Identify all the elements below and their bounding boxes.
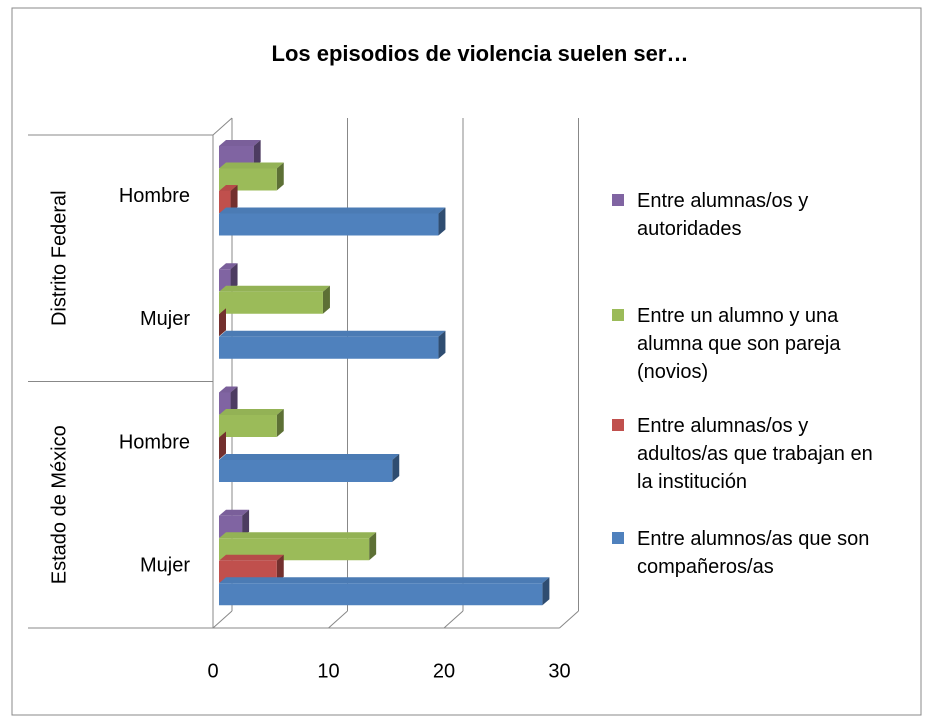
bar-top [219,577,550,584]
bar-side [392,454,400,482]
bar-top [219,263,238,270]
bar-front [219,583,543,606]
bar-side [230,263,238,292]
bar-top [219,330,446,337]
bar-side [542,577,550,606]
bar [219,185,238,213]
legend-swatch [612,194,624,206]
bar-top [219,162,284,169]
bar-front [219,213,439,236]
legend-label: Entre un alumno y una alumna que son par… [637,305,841,383]
bar-front [219,392,231,415]
y-tick-label: Mujer [140,308,190,330]
legend-item: Entre alumnas/os y adultos/as que trabaj… [612,412,902,496]
bar-top [219,140,261,146]
legend-label: Entre alumnas/os y autoridades [637,190,809,240]
group-label: Distrito Federal [48,190,70,326]
bar-side [276,162,284,191]
x-tick-label: 10 [317,660,339,682]
legend-label: Entre alumnas/os y adultos/as que trabaj… [637,415,873,493]
bar-side [230,386,238,415]
x-tick-label: 0 [207,660,218,682]
bar-top [219,386,238,393]
x-tick-label: 20 [433,660,455,682]
legend-swatch [612,309,624,321]
bar-side [253,140,261,168]
bar-front [219,291,323,314]
bar-top [219,532,377,539]
bar [219,263,238,292]
bar-top [219,207,446,214]
bar-side [219,431,226,460]
bar [219,431,226,460]
bar-front [219,415,277,437]
bar [219,386,238,415]
bar [219,330,446,359]
bar-front [219,269,231,292]
legend-swatch [612,419,624,431]
bar-front [219,191,231,213]
grid-line-floor [328,610,348,629]
bar-top [219,409,284,415]
chart-title: Los episodios de violencia suelen ser… [272,41,689,66]
group-label: Estado de México [48,425,70,584]
bar-side [219,308,226,337]
bar [219,207,446,236]
bar-side [438,330,446,359]
y-tick-label: Mujer [140,555,190,577]
legend-label: Entre alumnos/as que son compañeros/as [637,528,870,578]
legend-item: Entre alumnas/os y autoridades [612,187,902,243]
bar-side [242,509,250,538]
bar [219,454,400,482]
wall-edge [212,117,233,136]
bar-top [219,554,284,561]
grid-line-floor [443,610,464,629]
bar-side [230,185,238,213]
bar-top [219,454,400,460]
bar-top [219,285,330,292]
bar-top [219,509,250,516]
bar-front [219,460,393,482]
bar-side [276,409,284,437]
bar-side [438,207,446,236]
legend-item: Entre alumnos/as que son compañeros/as [612,525,902,581]
x-tick-label: 30 [548,660,570,682]
legend-item: Entre un alumno y una alumna que son par… [612,302,902,386]
y-tick-label: Hombre [119,431,190,453]
bar-top [219,185,238,191]
bar [219,308,226,337]
grid-line-floor [212,610,233,629]
bar-front [219,336,439,359]
bar [219,409,284,437]
grid-line-floor [559,610,579,629]
bar [219,285,330,314]
bar-side [276,554,284,583]
legend-swatch [612,532,624,544]
bar-side [369,532,377,561]
bar-side [322,285,330,314]
bar [219,577,550,606]
y-tick-label: Hombre [119,185,190,207]
